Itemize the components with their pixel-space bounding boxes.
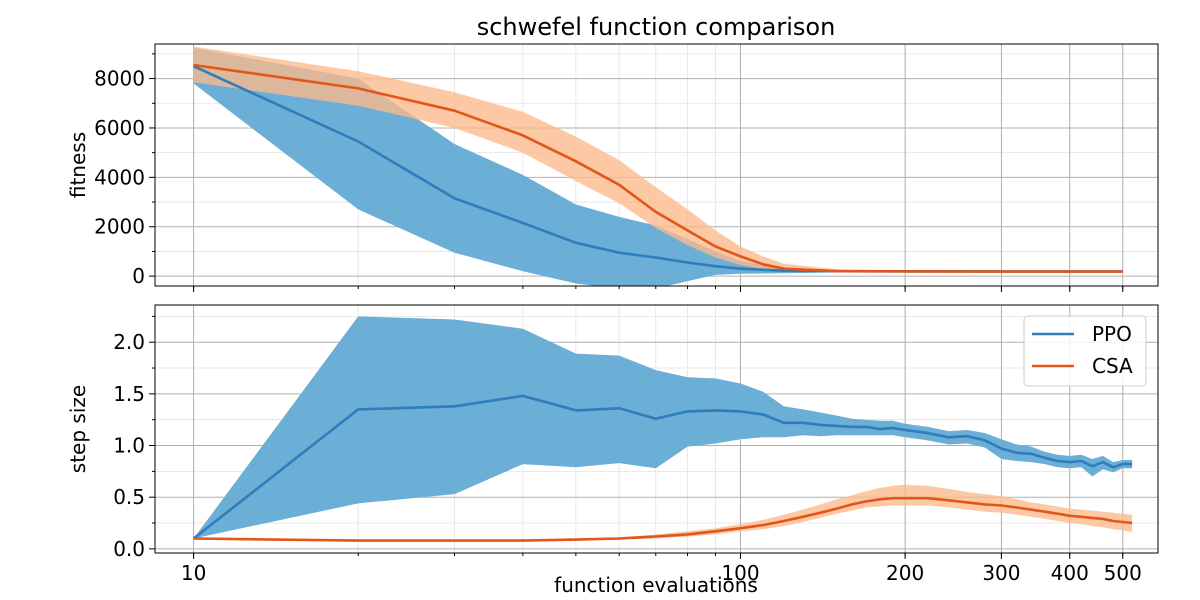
step-size-panel: 0.0 0.5 1.0 1.5 2.0 10 100 200 300 400 500 step siz… (66, 304, 1159, 585)
axes-frame (154, 304, 1159, 554)
x-axis-label: function evaluations (554, 573, 758, 597)
x-tick-label: 300 (982, 561, 1020, 585)
y-tick-label: 8000 (94, 67, 145, 91)
y-tick-label: 2000 (94, 215, 145, 239)
y-axis-label: step size (66, 385, 90, 473)
x-tick-label: 100 (721, 561, 759, 585)
fitness-panel: 0 2000 4000 6000 8000 fitness (66, 43, 1159, 292)
y-tick-label: 0.5 (113, 485, 145, 509)
legend-label-ppo: PPO (1092, 322, 1132, 346)
y-tick-label: 2.0 (113, 330, 145, 354)
series-line-csa (193, 63, 1123, 273)
series-line-ppo (192, 394, 1133, 540)
y-tick-label: 6000 (94, 116, 145, 140)
y-tick-label: 1.5 (113, 382, 145, 406)
x-tick-label: 400 (1051, 561, 1089, 585)
y-tick-label: 0 (132, 264, 145, 288)
series-band-ppo (193, 47, 1123, 286)
axes-frame (154, 43, 1159, 287)
x-tick-label: 200 (886, 561, 924, 585)
x-tick-label: 10 (181, 561, 206, 585)
series-line-csa (193, 496, 1133, 542)
series-band-ppo (193, 316, 1133, 539)
y-tick-label: 1.0 (113, 434, 145, 458)
chart-title: schwefel function comparison (477, 13, 836, 41)
legend: PPO CSA (1023, 315, 1147, 387)
legend-label-csa: CSA (1092, 354, 1133, 378)
y-tick-label: 4000 (94, 165, 145, 189)
x-tick-label: 500 (1104, 561, 1142, 585)
y-tick-label: 0.0 (113, 537, 145, 561)
y-axis-label: fitness (66, 132, 90, 198)
